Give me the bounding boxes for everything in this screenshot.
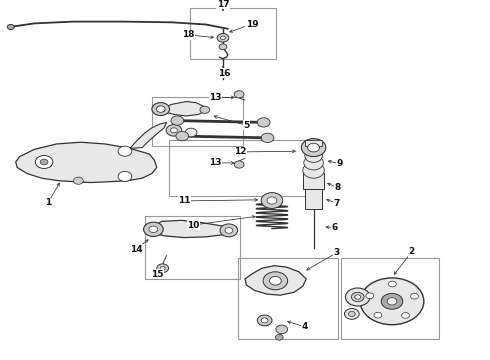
Bar <box>152 97 243 146</box>
Circle shape <box>149 226 158 233</box>
Polygon shape <box>245 266 306 295</box>
Polygon shape <box>16 142 157 183</box>
Circle shape <box>157 264 169 273</box>
Text: 10: 10 <box>187 220 200 230</box>
Circle shape <box>144 222 163 237</box>
Circle shape <box>156 106 165 112</box>
Circle shape <box>360 278 424 325</box>
Circle shape <box>345 288 370 306</box>
Circle shape <box>220 36 225 40</box>
Text: 19: 19 <box>245 19 258 29</box>
Circle shape <box>257 118 270 127</box>
Text: 6: 6 <box>332 223 338 232</box>
Circle shape <box>185 128 197 137</box>
Circle shape <box>257 315 272 326</box>
Circle shape <box>220 224 238 237</box>
Circle shape <box>348 311 355 316</box>
Bar <box>169 140 309 196</box>
Text: 18: 18 <box>182 31 195 40</box>
Polygon shape <box>159 102 206 116</box>
Bar <box>190 8 276 59</box>
Polygon shape <box>130 122 167 148</box>
Circle shape <box>355 295 361 299</box>
Circle shape <box>118 146 132 156</box>
Circle shape <box>366 293 374 299</box>
Text: 7: 7 <box>333 199 340 208</box>
Text: 8: 8 <box>335 184 341 192</box>
Polygon shape <box>152 220 230 238</box>
Text: 12: 12 <box>234 148 246 156</box>
Text: 9: 9 <box>336 159 343 168</box>
Text: 13: 13 <box>209 158 222 167</box>
Circle shape <box>374 312 382 318</box>
Text: 17: 17 <box>217 0 229 9</box>
Circle shape <box>220 70 226 74</box>
Circle shape <box>261 133 274 143</box>
Circle shape <box>152 103 170 116</box>
Bar <box>303 173 324 189</box>
Text: 11: 11 <box>178 197 191 205</box>
Bar <box>305 140 322 146</box>
Circle shape <box>261 318 268 323</box>
Circle shape <box>160 266 165 270</box>
Text: 13: 13 <box>209 94 222 102</box>
Text: 15: 15 <box>150 270 163 279</box>
Circle shape <box>344 309 359 319</box>
Circle shape <box>411 293 418 299</box>
Circle shape <box>402 312 410 318</box>
Circle shape <box>387 298 397 305</box>
Circle shape <box>234 91 244 98</box>
Circle shape <box>270 276 281 285</box>
Circle shape <box>234 161 244 168</box>
Circle shape <box>118 171 132 181</box>
Circle shape <box>40 159 48 165</box>
Circle shape <box>176 131 189 141</box>
Text: 16: 16 <box>218 68 231 77</box>
Circle shape <box>74 177 83 184</box>
Circle shape <box>303 162 324 178</box>
Circle shape <box>35 156 53 168</box>
Circle shape <box>7 24 14 30</box>
Bar <box>238 258 338 339</box>
Circle shape <box>200 106 210 113</box>
Circle shape <box>217 33 229 42</box>
Circle shape <box>267 197 277 204</box>
Circle shape <box>166 125 182 136</box>
Circle shape <box>275 334 283 340</box>
Text: 2: 2 <box>409 248 415 256</box>
Circle shape <box>171 128 177 133</box>
Text: 4: 4 <box>301 323 308 331</box>
Circle shape <box>304 156 323 170</box>
Circle shape <box>276 325 288 334</box>
Circle shape <box>225 228 233 233</box>
Bar <box>145 216 240 279</box>
Circle shape <box>171 116 184 125</box>
Text: 5: 5 <box>244 121 249 130</box>
Bar <box>341 258 439 339</box>
Circle shape <box>381 293 403 309</box>
Circle shape <box>389 281 396 287</box>
Circle shape <box>351 292 364 302</box>
Text: 3: 3 <box>334 248 340 257</box>
Circle shape <box>308 143 319 152</box>
Circle shape <box>263 272 288 290</box>
Text: 1: 1 <box>45 198 51 207</box>
Text: 14: 14 <box>130 245 143 253</box>
Circle shape <box>219 44 227 50</box>
Bar <box>305 189 322 209</box>
Circle shape <box>305 149 322 162</box>
Circle shape <box>261 193 283 208</box>
Circle shape <box>301 139 326 157</box>
